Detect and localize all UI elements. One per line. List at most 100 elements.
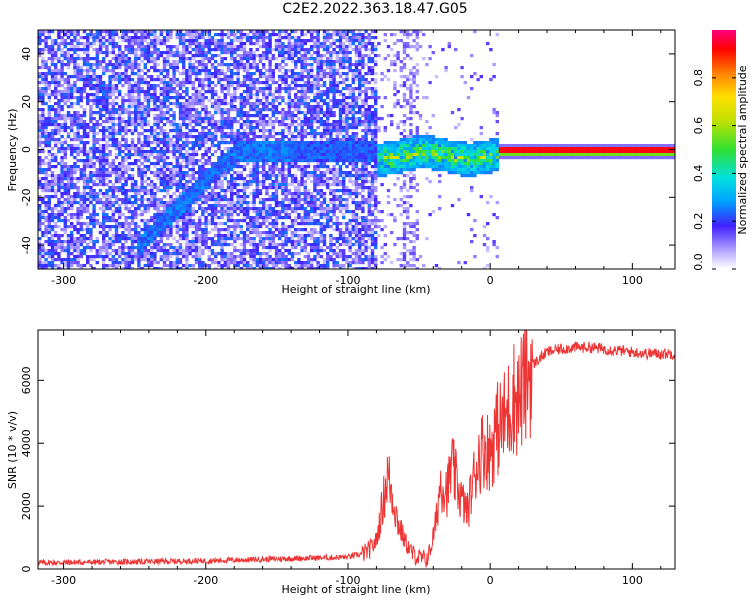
heatmap-cell: [258, 237, 263, 241]
heatmap-cell: [162, 207, 167, 211]
heatmap-cell: [98, 147, 103, 151]
heatmap-cell: [156, 108, 160, 112]
heatmap-cell: [220, 171, 224, 175]
heatmap-cell: [236, 162, 240, 166]
heatmap-cell: [294, 174, 298, 178]
heatmap-cell: [172, 153, 176, 157]
heatmap-cell: [188, 207, 192, 211]
heatmap-cell: [214, 135, 218, 139]
heatmap-cell: [47, 45, 51, 49]
heatmap-cell: [79, 135, 83, 139]
heatmap-cell: [169, 171, 173, 175]
heatmap-cell: [105, 171, 109, 175]
heatmap-cell: [198, 261, 202, 265]
heatmap-cell: [114, 147, 119, 151]
heatmap-cell: [230, 75, 234, 79]
heatmap-cell: [198, 81, 202, 85]
heatmap-cell: [300, 39, 304, 43]
heatmap-cell: [255, 162, 259, 166]
heatmap-cell: [86, 102, 90, 106]
heatmap-cell: [98, 138, 103, 142]
heatmap-cell: [300, 126, 304, 130]
heatmap-cell: [140, 69, 144, 73]
heatmap-cell: [41, 234, 45, 238]
heatmap-cell: [86, 186, 90, 190]
heatmap-cell: [89, 189, 93, 193]
heatmap-cell: [172, 87, 176, 91]
heatmap-cell: [140, 132, 144, 136]
heatmap-cell: [290, 42, 295, 46]
heatmap-cell: [178, 102, 183, 106]
heatmap-cell: [130, 102, 135, 106]
heatmap-cell: [66, 126, 71, 130]
heatmap-cell: [137, 75, 141, 79]
heatmap-cell: [159, 39, 163, 43]
heatmap-cell: [300, 222, 304, 226]
heatmap-cell: [79, 207, 83, 211]
heatmap-cell: [47, 207, 51, 211]
heatmap-cell: [281, 99, 285, 103]
heatmap-cell: [82, 204, 87, 208]
heatmap-cell: [271, 150, 275, 154]
heatmap-cell: [294, 135, 298, 139]
heatmap-cell: [265, 75, 269, 79]
heatmap-cell: [57, 60, 61, 64]
heatmap-cell: [217, 72, 221, 76]
heatmap-cell: [156, 36, 160, 40]
heatmap-cell: [98, 78, 103, 82]
heatmap-cell: [220, 132, 224, 136]
heatmap-cell: [223, 210, 227, 214]
heatmap-cell: [82, 126, 87, 130]
heatmap-cell: [284, 189, 288, 193]
heatmap-cell: [143, 189, 147, 193]
heatmap-cell: [290, 57, 295, 61]
heatmap-cell: [156, 48, 160, 52]
heatmap-cell: [278, 261, 282, 265]
heatmap-cell: [223, 42, 227, 46]
heatmap-cell: [143, 108, 147, 112]
heatmap-cell: [57, 102, 61, 106]
heatmap-cell: [185, 198, 189, 202]
heatmap-cell: [207, 219, 211, 223]
heatmap-cell: [134, 186, 138, 190]
heatmap-cell: [188, 69, 192, 73]
heatmap-cell: [76, 135, 80, 139]
heatmap-cell: [92, 150, 96, 154]
heatmap-cell: [233, 90, 237, 94]
heatmap-cell: [50, 30, 55, 34]
heatmap-cell: [233, 180, 237, 184]
heatmap-cell: [175, 228, 179, 232]
heatmap-cell: [38, 51, 42, 55]
heatmap-cell: [201, 93, 205, 97]
heatmap-cell: [89, 219, 93, 223]
heatmap-cell: [169, 219, 173, 223]
heatmap-cell: [239, 156, 243, 160]
heatmap-cell: [63, 150, 67, 154]
heatmap-cell: [281, 225, 285, 229]
heatmap-cell: [281, 96, 285, 100]
heatmap-cell: [226, 87, 231, 91]
heatmap-cell: [73, 132, 77, 136]
heatmap-cell: [166, 99, 170, 103]
heatmap-cell: [194, 228, 199, 232]
heatmap-cell: [268, 156, 272, 160]
heatmap-cell: [38, 252, 42, 256]
heatmap-cell: [41, 93, 45, 97]
heatmap-cell: [255, 81, 259, 85]
heatmap-cell: [284, 249, 288, 253]
heatmap-cell: [281, 111, 285, 115]
heatmap-cell: [50, 237, 55, 241]
heatmap-cell: [274, 162, 279, 166]
heatmap-cell: [246, 57, 250, 61]
heatmap-cell: [249, 87, 253, 91]
heatmap-cell: [73, 102, 77, 106]
heatmap-cell: [166, 54, 170, 58]
heatmap-cell: [220, 204, 224, 208]
heatmap-cell: [50, 261, 55, 265]
heatmap-cell: [188, 99, 192, 103]
heatmap-cell: [223, 48, 227, 52]
heatmap-cell: [54, 78, 58, 82]
heatmap-cell: [54, 141, 58, 145]
heatmap-cell: [300, 84, 304, 88]
heatmap-cell: [130, 267, 135, 269]
